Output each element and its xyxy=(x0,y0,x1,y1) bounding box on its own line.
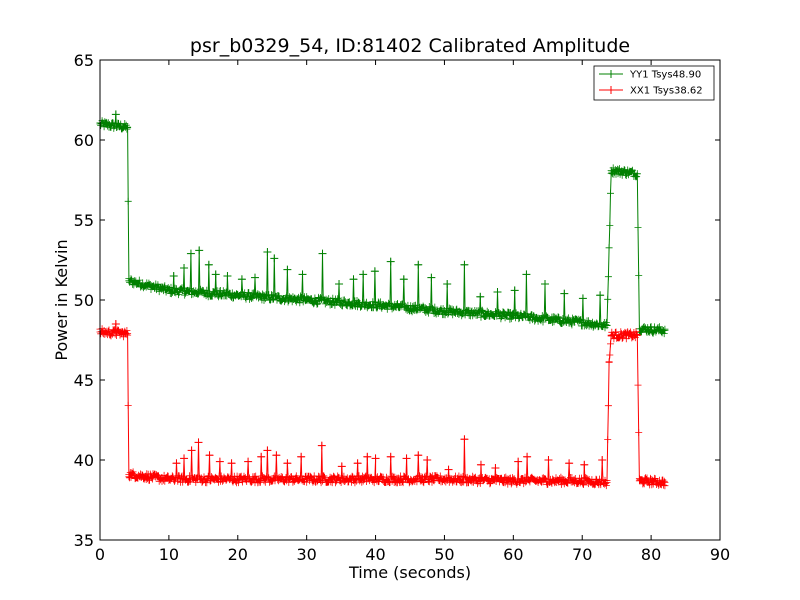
spike-point-xx1-8 xyxy=(244,457,253,466)
x-tick-label: 80 xyxy=(641,545,661,564)
series-yy1 xyxy=(96,110,669,338)
spike-point-xx1-25 xyxy=(476,460,485,469)
spike-point-yy1-31 xyxy=(578,294,587,303)
spike-point-xx1-23 xyxy=(444,465,453,474)
spike-point-xx1-18 xyxy=(371,454,380,463)
spike-point-yy1-8 xyxy=(237,275,246,284)
spike-point-xx1-15 xyxy=(337,462,346,471)
spike-point-xx1-9 xyxy=(257,452,266,461)
spike-point-xx1-1 xyxy=(172,459,181,468)
y-axis-label: Power in Kelvin xyxy=(52,239,71,360)
spike-point-xx1-29 xyxy=(544,456,553,464)
spike-point-xx1-13 xyxy=(297,452,306,461)
spike-point-yy1-5 xyxy=(204,260,213,269)
spike-point-yy1-6 xyxy=(211,270,220,279)
spike-point-yy1-22 xyxy=(427,273,436,282)
spike-point-yy1-1 xyxy=(169,272,178,280)
x-axis-label: Time (seconds) xyxy=(348,563,471,582)
y-tick-label: 50 xyxy=(74,291,94,310)
spike-point-yy1-15 xyxy=(335,280,344,288)
spike-point-xx1-24 xyxy=(460,435,469,444)
spike-point-xx1-27 xyxy=(514,457,523,466)
spike-point-yy1-23 xyxy=(443,280,452,288)
y-tick-label: 65 xyxy=(74,51,94,70)
spike-point-yy1-9 xyxy=(251,273,259,282)
chart-title: psr_b0329_54, ID:81402 Calibrated Amplit… xyxy=(190,35,630,57)
y-tick-label: 45 xyxy=(74,371,94,390)
spike-point-yy1-20 xyxy=(399,275,408,284)
y-tick-label: 35 xyxy=(74,531,94,550)
spike-point-xx1-31 xyxy=(580,460,589,469)
spike-point-xx1-3 xyxy=(187,446,196,455)
spike-point-yy1-13 xyxy=(298,270,307,279)
legend-marker-xx1 xyxy=(607,86,615,94)
spike-point-yy1-0 xyxy=(111,110,120,119)
spike-point-yy1-4 xyxy=(195,246,204,255)
spike-point-yy1-30 xyxy=(560,289,569,298)
spike-point-xx1-0 xyxy=(111,320,120,328)
spike-point-yy1-25 xyxy=(476,292,485,301)
spike-point-xx1-22 xyxy=(423,456,432,464)
spike-point-xx1-32 xyxy=(598,456,607,464)
spike-point-xx1-11 xyxy=(272,451,281,460)
series-markers-xx1 xyxy=(96,320,669,490)
legend-marker-yy1 xyxy=(607,70,615,78)
spike-point-yy1-14 xyxy=(318,249,327,258)
spike-point-yy1-2 xyxy=(180,264,189,272)
x-tick-label: 70 xyxy=(572,545,592,564)
spike-point-xx1-10 xyxy=(263,446,272,455)
y-tick-label: 40 xyxy=(74,451,94,470)
spike-point-yy1-11 xyxy=(270,254,279,263)
axis-ticks: 0 10 20 30 40 50 60 70 80 90 35 40 45 50 55 60 65 xyxy=(74,51,731,564)
spike-point-xx1-21 xyxy=(414,451,423,460)
spike-point-xx1-30 xyxy=(565,459,574,468)
legend-label-yy1: YY1 Tsys48.90 xyxy=(629,70,701,81)
plot-area xyxy=(96,110,669,490)
spike-point-yy1-12 xyxy=(283,265,292,274)
x-tick-label: 50 xyxy=(434,545,454,564)
spike-point-yy1-21 xyxy=(414,260,423,269)
y-tick-label: 60 xyxy=(74,131,94,150)
legend: YY1 Tsys48.90 XX1 Tsys38.62 xyxy=(593,65,715,101)
spike-point-yy1-3 xyxy=(186,249,195,258)
spike-point-yy1-17 xyxy=(359,270,368,279)
series-xx1 xyxy=(96,320,669,490)
spike-point-yy1-27 xyxy=(510,286,519,295)
y-tick-label: 55 xyxy=(74,211,94,230)
x-tick-label: 20 xyxy=(228,545,248,564)
spike-point-yy1-10 xyxy=(263,248,272,256)
spike-point-xx1-19 xyxy=(386,452,395,461)
spike-point-xx1-6 xyxy=(215,457,224,466)
spike-point-xx1-16 xyxy=(353,459,362,468)
spike-point-xx1-28 xyxy=(523,452,532,461)
spike-point-xx1-26 xyxy=(491,464,500,472)
spike-point-yy1-24 xyxy=(460,260,469,269)
x-tick-label: 90 xyxy=(710,545,730,564)
spike-point-xx1-7 xyxy=(227,459,236,468)
x-tick-label: 0 xyxy=(95,545,105,564)
spike-point-yy1-16 xyxy=(349,275,358,284)
legend-box xyxy=(593,65,715,101)
spike-point-xx1-4 xyxy=(194,438,203,447)
series-markers-yy1 xyxy=(96,110,669,338)
spike-point-xx1-20 xyxy=(402,454,411,463)
spike-point-yy1-19 xyxy=(386,257,395,266)
spike-point-xx1-14 xyxy=(317,441,326,450)
x-tick-label: 40 xyxy=(365,545,385,564)
spike-point-yy1-28 xyxy=(522,270,531,279)
spike-point-yy1-7 xyxy=(223,272,232,280)
spike-point-yy1-18 xyxy=(370,267,379,276)
spike-point-yy1-32 xyxy=(596,291,605,300)
spike-point-xx1-17 xyxy=(363,452,372,461)
spike-point-xx1-2 xyxy=(180,454,189,463)
legend-label-xx1: XX1 Tsys38.62 xyxy=(630,86,703,97)
x-tick-label: 30 xyxy=(296,545,316,564)
x-tick-label: 60 xyxy=(503,545,523,564)
spike-point-yy1-26 xyxy=(493,288,502,296)
spike-point-yy1-29 xyxy=(541,280,550,288)
x-tick-label: 10 xyxy=(159,545,179,564)
spike-point-xx1-12 xyxy=(283,459,292,468)
spike-point-xx1-5 xyxy=(205,451,214,460)
